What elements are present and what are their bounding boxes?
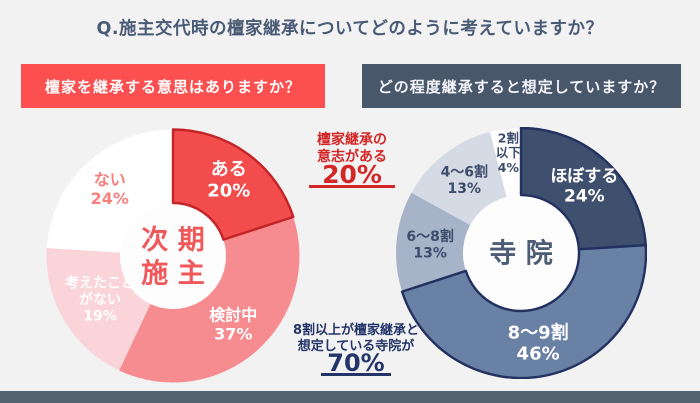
- donut-segment: [119, 216, 300, 383]
- donut-segment: [411, 131, 507, 226]
- donut-segment: [171, 128, 295, 241]
- annotation-line: 想定している寺院が: [297, 338, 415, 354]
- bottom-bar: [0, 391, 700, 403]
- chart-text: 4%: [498, 160, 520, 175]
- owner-intent-annotation: 檀家継承の 意志がある 20%: [288, 132, 416, 188]
- temple-expectation-annotation: 8割以上が檀家継承と 想定している寺院が 70%: [287, 323, 425, 376]
- annotation-value: 20%: [309, 162, 395, 188]
- chart-text: 以下: [496, 145, 522, 160]
- left-question-label: 檀家を継承する意思はありますか？: [44, 77, 301, 96]
- donut-segment: [46, 129, 173, 253]
- right-question-label: どの程度継承すると想定していますか？: [377, 77, 666, 96]
- chart-text: 19%: [83, 309, 117, 325]
- annotation-value: 70%: [321, 351, 391, 376]
- annotation-line: 8割以上が檀家継承と: [292, 323, 420, 338]
- chart-text: がない: [79, 291, 121, 308]
- chart-text: 寺 院: [489, 238, 552, 270]
- chart-text: 6～8割: [406, 228, 453, 245]
- donut-segment: [396, 192, 471, 292]
- donut-segment: [519, 127, 647, 251]
- chart-text: 37%: [214, 325, 252, 344]
- chart-text: 13%: [448, 181, 482, 197]
- chart-text: 考えたこと: [65, 275, 135, 292]
- chart-text: 施 主: [141, 259, 204, 290]
- donut-hole: [119, 202, 227, 310]
- chart-text: 2割: [498, 130, 519, 145]
- page-title: Q.施主交代時の檀家継承についてどのように考えていますか？: [96, 19, 604, 39]
- annotation-line: 意志がある: [317, 148, 387, 165]
- donut-segment: [489, 128, 521, 197]
- chart-text: 20%: [207, 180, 250, 201]
- chart-text: 24%: [91, 189, 129, 208]
- donut-hole: [462, 194, 580, 312]
- chart-text: ない: [94, 170, 126, 189]
- chart-text: 8～9割: [508, 321, 569, 343]
- chart-text: 検討中: [209, 306, 257, 325]
- donut-segment: [46, 248, 151, 371]
- right-question-banner: どの程度継承すると想定していますか？: [362, 64, 681, 108]
- donut-segment: [400, 243, 647, 379]
- chart-text: ほぼする: [550, 167, 618, 187]
- annotation-line: 檀家継承の: [317, 132, 387, 148]
- chart-text: 次 期: [141, 225, 204, 256]
- chart-text: 46%: [517, 344, 560, 365]
- chart-text: 24%: [564, 187, 605, 207]
- chart-text: ある: [211, 159, 247, 180]
- chart-text: 4～6割: [441, 164, 488, 181]
- left-question-banner: 檀家を継承する意思はありますか？: [21, 64, 325, 108]
- chart-text: 13%: [413, 246, 447, 262]
